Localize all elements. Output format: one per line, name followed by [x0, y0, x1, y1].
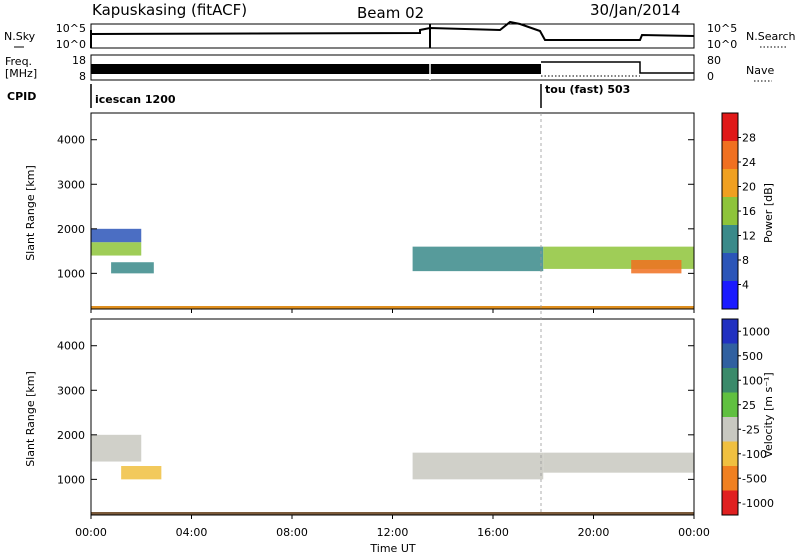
power-colorbar-label-3: 16 — [742, 205, 756, 218]
velocity-colorbar-frame — [721, 318, 739, 516]
velocity-ytick-label-3: 4000 — [57, 340, 85, 353]
x-tick-label-6: 00:00 — [678, 526, 710, 539]
velocity-ytick-label-1: 2000 — [57, 429, 85, 442]
power-colorbar-swatch-3 — [722, 197, 738, 225]
x-axis-label: Time UT — [369, 542, 415, 554]
power-colorbar-label-4: 20 — [742, 181, 756, 194]
velocity-colorbar-label-0: 1000 — [742, 325, 770, 338]
nsky-label: N.Sky — [4, 30, 36, 43]
velocity-colorbar-swatch-1 — [722, 466, 738, 491]
velocity-colorbar-label-2: 100 — [742, 374, 763, 387]
power-region-5 — [631, 260, 682, 274]
freq-tick-low: 8 — [79, 70, 86, 83]
freq-label: Freq. — [5, 55, 32, 68]
velocity-colorbar-swatch-5 — [722, 368, 738, 393]
noise-tick-low: 10^0 — [56, 38, 86, 51]
power-colorbar-swatch-0 — [722, 281, 738, 309]
x-tick-label-2: 08:00 — [276, 526, 308, 539]
power-colorbar-swatch-6 — [722, 113, 738, 141]
power-data-layer — [91, 228, 694, 309]
velocity-region-0 — [91, 434, 142, 462]
velocity-colorbar-label-1: 500 — [742, 350, 763, 363]
velocity-near-range-echoes — [91, 512, 694, 515]
velocity-colorbar-label-3: 25 — [742, 399, 756, 412]
noise-tick-high: 10^5 — [56, 22, 86, 35]
x-tick-label-4: 16:00 — [477, 526, 509, 539]
x-tick-label-0: 00:00 — [75, 526, 107, 539]
power-y-ticks: 1000 2000 3000 4000 — [57, 134, 694, 280]
cpid-segment-2: tou (fast) 503 — [545, 83, 630, 96]
velocity-colorbar-swatch-2 — [722, 441, 738, 466]
cpid-strip: CPID icescan 1200 tou (fast) 503 — [7, 83, 630, 108]
power-ytick-label-2: 3000 — [57, 178, 85, 191]
power-colorbar-swatch-2 — [722, 225, 738, 253]
velocity-region-1 — [121, 466, 162, 480]
velocity-colorbar-swatch-7 — [722, 319, 738, 344]
velocity-colorbar-swatch-4 — [722, 392, 738, 417]
power-region-1 — [91, 228, 142, 243]
power-ytick-label-1: 2000 — [57, 223, 85, 236]
power-ytick-label-0: 1000 — [57, 267, 85, 280]
velocity-region-2 — [412, 452, 544, 480]
velocity-colorbar-label-7: -1000 — [742, 497, 774, 510]
power-ytick-label-3: 4000 — [57, 134, 85, 147]
x-tick-label-1: 04:00 — [176, 526, 208, 539]
velocity-panel: 1000 2000 3000 4000 Slant Range [km] — [24, 318, 695, 516]
noise-strip: N.Sky N.Search 10^5 10^0 10^5 10^0 — [4, 20, 796, 51]
velocity-colorbar-label-4: -25 — [742, 423, 760, 436]
cpid-label: CPID — [7, 90, 36, 103]
power-region-3 — [412, 246, 544, 272]
nave-tick-high: 80 — [707, 54, 721, 67]
power-colorbar-swatch-4 — [722, 169, 738, 197]
power-colorbar-swatch-1 — [722, 253, 738, 281]
power-region-2 — [111, 262, 154, 274]
power-colorbar-label-0: 4 — [742, 279, 749, 292]
velocity-colorbar-label-5: -100 — [742, 448, 767, 461]
nave-tick-low: 0 — [707, 70, 714, 83]
power-colorbar: 4 8 12 16 20 24 28 — [721, 112, 756, 310]
velocity-colorbar-label-6: -500 — [742, 472, 767, 485]
power-region-0 — [91, 242, 142, 256]
velocity-colorbar: 1000 500 100 25 -25 -100 -500 -1000 — [721, 318, 774, 516]
velocity-colorbar-label: Velocity [m s⁻¹] — [762, 372, 775, 457]
velocity-colorbar-swatch-3 — [722, 417, 738, 442]
cpid-segment-1: icescan 1200 — [95, 93, 176, 106]
freq-tick-high: 18 — [72, 54, 86, 67]
power-colorbar-swatch-5 — [722, 141, 738, 169]
power-near-range-echoes — [91, 306, 694, 309]
velocity-ytick-label-0: 1000 — [57, 473, 85, 486]
noise-tick-low-right: 10^0 — [707, 38, 737, 51]
power-colorbar-label: Power [dB] — [762, 183, 775, 243]
beam-title: Beam 02 — [357, 4, 424, 22]
nsearch-label: N.Search — [746, 30, 796, 43]
station-title: Kapuskasing (fitACF) — [92, 1, 247, 19]
power-colorbar-label-5: 24 — [742, 156, 756, 169]
velocity-data-layer — [91, 434, 694, 515]
velocity-region-3 — [543, 452, 694, 473]
power-colorbar-label-6: 28 — [742, 132, 756, 145]
noise-tick-high-right: 10^5 — [707, 22, 737, 35]
x-tick-label-3: 12:00 — [377, 526, 409, 539]
power-colorbar-label-1: 8 — [742, 254, 749, 267]
power-colorbar-label-2: 12 — [742, 230, 756, 243]
nave-label: Nave — [746, 64, 774, 77]
velocity-colorbar-swatch-6 — [722, 343, 738, 368]
power-y-label: Slant Range [km] — [24, 165, 37, 261]
velocity-y-label: Slant Range [km] — [24, 371, 37, 467]
power-panel: 1000 2000 3000 4000 Slant Range [km] — [24, 112, 695, 310]
freq-unit-label: [MHz] — [5, 67, 37, 80]
freq-nave-strip: Freq. [MHz] 18 8 80 0 Nave — [5, 54, 774, 83]
velocity-ytick-label-2: 3000 — [57, 384, 85, 397]
x-axis-ticks: 00:00 04:00 08:00 12:00 16:00 20:00 00:00 — [75, 309, 710, 539]
x-tick-label-5: 20:00 — [578, 526, 610, 539]
velocity-colorbar-swatch-0 — [722, 490, 738, 515]
velocity-y-ticks: 1000 2000 3000 4000 — [57, 340, 694, 486]
date-title: 30/Jan/2014 — [590, 1, 681, 19]
